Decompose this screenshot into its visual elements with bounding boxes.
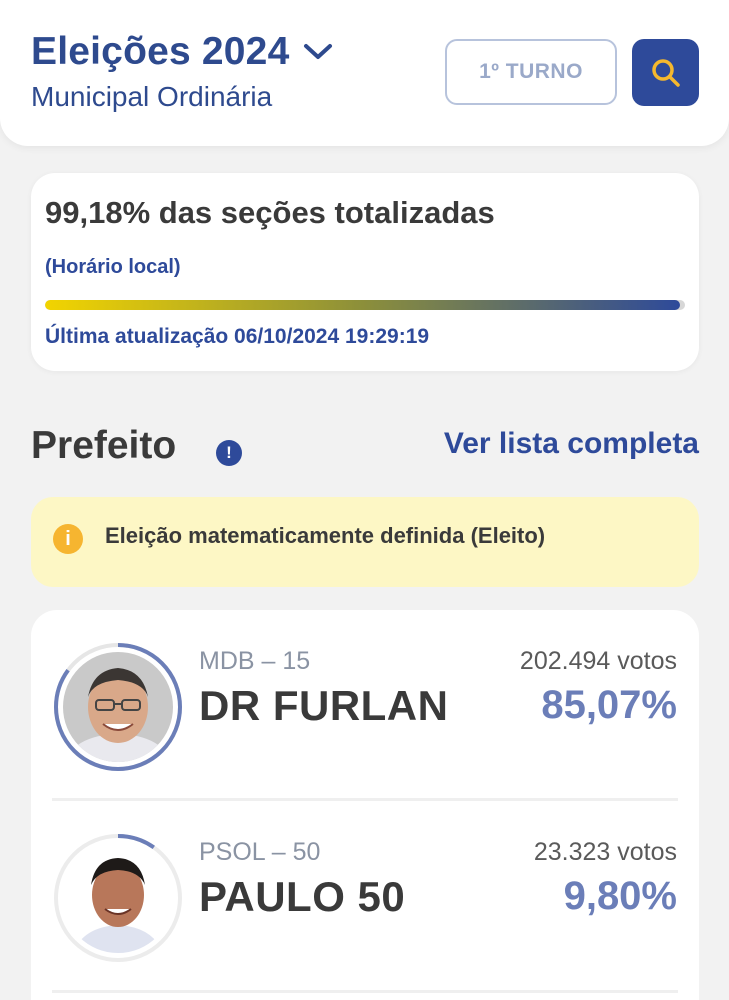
info-icon[interactable]: !: [216, 440, 242, 466]
candidate-party: PSOL – 50: [199, 838, 321, 866]
divider: [52, 990, 678, 993]
header: Eleições 2024 Municipal Ordinária 1º TUR…: [0, 0, 729, 146]
section-title: Prefeito: [31, 424, 177, 467]
election-selector[interactable]: Eleições 2024: [31, 30, 333, 74]
vote-share-ring: [54, 643, 182, 771]
search-button[interactable]: [632, 39, 699, 106]
alert-text: Eleição matematicamente definida (Eleito…: [105, 523, 546, 548]
progress-bar: [45, 300, 685, 310]
candidate-name: PAULO 50: [199, 873, 406, 920]
last-update-label: Última atualização 06/10/2024 19:29:19: [45, 325, 430, 348]
candidate-votes: 202.494 votos: [519, 647, 677, 675]
avatar: [51, 640, 185, 774]
candidate-row[interactable]: PSOL – 50 PAULO 50 23.323 votos 9,80%: [31, 801, 699, 991]
alert-info-icon: i: [53, 524, 83, 554]
candidate-votes: 23.323 votos: [533, 838, 677, 866]
candidate-percent: 85,07%: [541, 683, 677, 727]
avatar: [51, 831, 185, 965]
candidate-name: DR FURLAN: [199, 682, 449, 729]
vote-share-ring: [54, 834, 182, 962]
result-alert: i Eleição matematicamente definida (Elei…: [31, 497, 699, 587]
turno-button[interactable]: 1º TURNO: [445, 39, 617, 105]
progress-card: 99,18% das seções totalizadas (Horário l…: [31, 173, 699, 371]
divider: [52, 798, 678, 801]
candidate-party: MDB – 15: [199, 647, 311, 675]
candidate-row[interactable]: MDB – 15 DR FURLAN 202.494 votos 85,07%: [31, 610, 699, 800]
search-icon: [651, 58, 680, 87]
progress-title: 99,18% das seções totalizadas: [45, 195, 495, 230]
candidate-percent: 9,80%: [563, 874, 677, 918]
election-subtitle: Municipal Ordinária: [31, 81, 273, 112]
progress-bar-fill: [45, 300, 680, 310]
chevron-down-icon[interactable]: [303, 43, 333, 66]
see-full-list-link[interactable]: Ver lista completa: [443, 427, 699, 460]
candidate-photo: [63, 652, 173, 762]
candidate-photo: [63, 843, 173, 953]
election-title[interactable]: Eleições 2024: [31, 30, 290, 73]
local-time-label: (Horário local): [45, 256, 181, 278]
candidates-card: MDB – 15 DR FURLAN 202.494 votos 85,07% …: [31, 610, 699, 1000]
